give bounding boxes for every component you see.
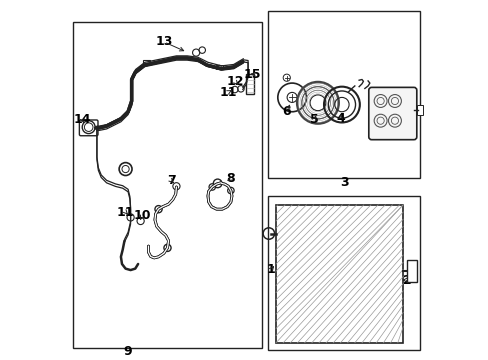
Text: 12: 12 (225, 75, 243, 88)
Text: 6: 6 (282, 105, 290, 118)
Text: 4: 4 (335, 112, 344, 125)
Bar (215, 65, 223, 69)
Text: 5: 5 (309, 113, 318, 126)
Text: 9: 9 (123, 345, 132, 357)
Bar (246, 74, 254, 94)
Text: 13: 13 (155, 35, 172, 48)
Text: 11: 11 (219, 86, 237, 99)
Bar (267, 12, 419, 178)
Bar (143, 60, 149, 64)
Text: 11: 11 (117, 206, 134, 219)
Text: 7: 7 (166, 174, 175, 187)
Text: 14: 14 (74, 113, 91, 126)
FancyBboxPatch shape (79, 120, 98, 136)
Text: 15: 15 (243, 68, 261, 81)
Bar (416, 105, 423, 114)
Bar (72, 22, 262, 348)
Text: 2: 2 (402, 274, 411, 287)
Bar (406, 260, 416, 282)
Text: 8: 8 (226, 172, 235, 185)
Text: 3: 3 (339, 176, 347, 189)
Bar (275, 205, 403, 343)
Text: 10: 10 (133, 209, 151, 222)
FancyBboxPatch shape (368, 87, 416, 140)
Text: 1: 1 (266, 263, 275, 276)
Bar (267, 196, 419, 350)
